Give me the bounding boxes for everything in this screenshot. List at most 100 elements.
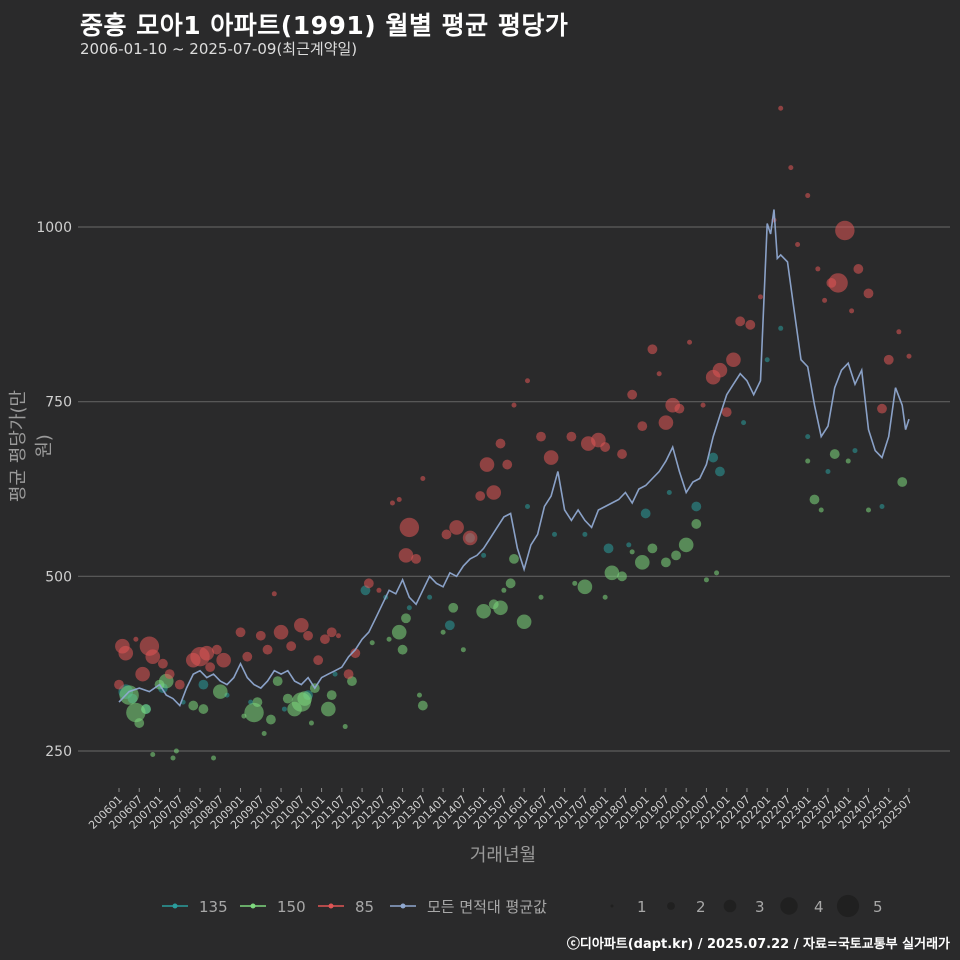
point-85 bbox=[828, 273, 848, 293]
point-85 bbox=[863, 288, 874, 299]
legend-size-label: 5 bbox=[873, 898, 883, 916]
legend-dot bbox=[400, 903, 406, 909]
point-135 bbox=[552, 531, 558, 537]
point-150 bbox=[391, 624, 407, 640]
point-85 bbox=[835, 220, 855, 241]
point-150 bbox=[678, 537, 694, 553]
legend-dot bbox=[328, 903, 334, 909]
x-axis-ticks: 2006012006072007012007072008012008072009… bbox=[86, 788, 915, 832]
point-85 bbox=[286, 641, 297, 652]
point-85 bbox=[849, 308, 855, 314]
point-85 bbox=[637, 421, 648, 432]
point-135 bbox=[640, 508, 651, 519]
point-85 bbox=[726, 352, 741, 368]
point-150 bbox=[211, 755, 217, 761]
point-85 bbox=[335, 633, 341, 639]
point-150 bbox=[386, 636, 392, 642]
point-150 bbox=[134, 718, 145, 728]
point-135 bbox=[715, 466, 725, 477]
point-150 bbox=[577, 579, 593, 595]
point-85 bbox=[788, 165, 794, 171]
point-85 bbox=[449, 520, 464, 535]
legend-label: 135 bbox=[199, 898, 228, 916]
point-85 bbox=[343, 669, 354, 680]
legend-size-circle bbox=[723, 899, 737, 913]
point-85 bbox=[294, 617, 309, 633]
point-150 bbox=[538, 594, 544, 600]
point-135 bbox=[626, 542, 632, 548]
point-135 bbox=[582, 531, 588, 537]
point-85 bbox=[363, 578, 374, 589]
point-85 bbox=[273, 624, 289, 640]
point-85 bbox=[647, 344, 658, 355]
point-150 bbox=[501, 587, 507, 593]
point-135 bbox=[198, 679, 209, 690]
point-150 bbox=[865, 507, 871, 513]
point-150 bbox=[272, 676, 283, 687]
point-150 bbox=[440, 629, 446, 635]
point-85 bbox=[735, 316, 746, 327]
point-85 bbox=[313, 655, 324, 666]
point-150 bbox=[397, 644, 408, 655]
point-85 bbox=[242, 651, 253, 662]
point-85 bbox=[778, 105, 784, 111]
point-85 bbox=[495, 438, 506, 449]
point-150 bbox=[417, 700, 428, 711]
point-85 bbox=[600, 442, 611, 452]
point-85 bbox=[164, 669, 175, 680]
point-150 bbox=[661, 557, 671, 568]
point-135 bbox=[764, 357, 770, 363]
y-tick-label: 500 bbox=[45, 569, 72, 585]
point-150 bbox=[119, 685, 139, 705]
point-135 bbox=[332, 671, 338, 677]
point-85 bbox=[822, 297, 828, 303]
point-85 bbox=[303, 630, 313, 641]
point-85 bbox=[145, 649, 161, 664]
point-150 bbox=[703, 577, 709, 583]
point-85 bbox=[398, 548, 414, 563]
legend-size-label: 4 bbox=[814, 898, 824, 916]
point-85 bbox=[462, 530, 478, 546]
legend-size-circle bbox=[780, 897, 798, 915]
point-85 bbox=[114, 679, 124, 690]
point-150 bbox=[805, 458, 811, 464]
average-price-line bbox=[118, 209, 910, 708]
point-150 bbox=[448, 602, 459, 613]
point-150 bbox=[297, 691, 312, 706]
point-135 bbox=[281, 706, 287, 712]
point-150 bbox=[173, 748, 179, 754]
point-135 bbox=[444, 620, 455, 631]
point-85 bbox=[896, 329, 902, 335]
legend-size-label: 2 bbox=[696, 898, 706, 916]
point-85 bbox=[271, 591, 277, 597]
point-150 bbox=[141, 704, 151, 714]
point-85 bbox=[658, 415, 674, 430]
point-135 bbox=[778, 325, 784, 331]
point-135 bbox=[525, 503, 531, 509]
point-150 bbox=[321, 701, 336, 717]
point-85 bbox=[420, 476, 426, 482]
y-axis-ticks: 250 500 750 1000 bbox=[36, 220, 72, 760]
point-150 bbox=[634, 555, 650, 570]
point-150 bbox=[505, 578, 516, 589]
point-85 bbox=[135, 666, 150, 682]
point-85 bbox=[326, 627, 337, 638]
point-150 bbox=[342, 724, 348, 730]
point-135 bbox=[741, 420, 747, 426]
point-135 bbox=[427, 594, 433, 600]
point-150 bbox=[516, 614, 532, 630]
point-150 bbox=[476, 603, 491, 619]
scatter-points bbox=[114, 105, 912, 761]
point-150 bbox=[308, 720, 314, 726]
point-150 bbox=[198, 704, 209, 714]
point-150 bbox=[572, 580, 578, 586]
point-150 bbox=[261, 731, 267, 737]
source-caption: ⓒ디아파트(dapt.kr) / 2025.07.22 / 자료=국토교통부 실… bbox=[566, 937, 950, 952]
point-150 bbox=[126, 702, 146, 723]
point-150 bbox=[401, 613, 411, 624]
point-85 bbox=[511, 402, 517, 408]
point-150 bbox=[509, 553, 519, 564]
legend-label: 모든 면적대 평균값 bbox=[427, 898, 547, 916]
point-85 bbox=[157, 658, 168, 669]
